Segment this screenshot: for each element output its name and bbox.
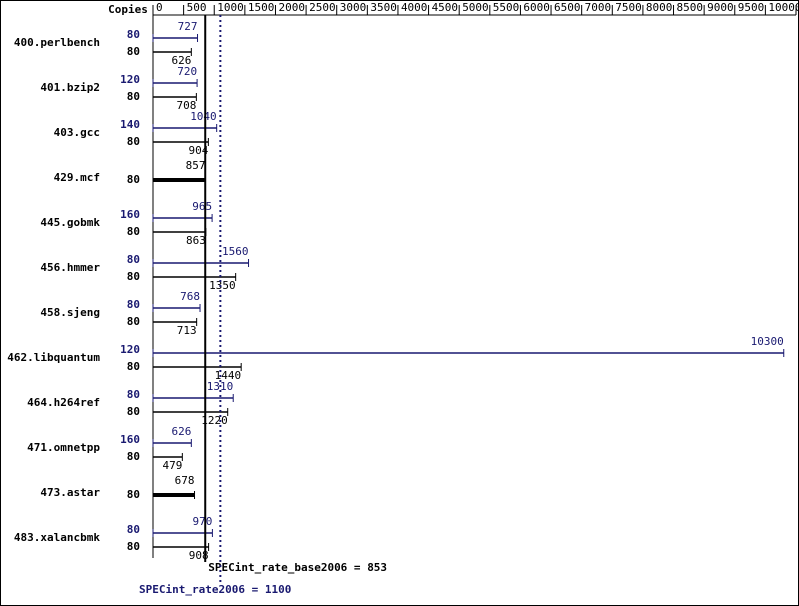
x-tick-label: 500 [187, 1, 207, 14]
benchmark-name: 456.hmmer [40, 261, 100, 274]
x-tick-label: 6000 [523, 1, 550, 14]
summary-label: SPECint_rate_base2006 = 853 [208, 561, 387, 574]
x-tick-label: 10000 [768, 1, 799, 14]
x-tick-label: 2000 [278, 1, 305, 14]
copies-label: 80 [127, 253, 140, 266]
copies-label: 120 [120, 343, 140, 356]
value-label: 720 [177, 65, 197, 78]
value-label: 768 [180, 290, 200, 303]
value-label: 479 [162, 459, 182, 472]
x-tick-label: 4000 [401, 1, 428, 14]
value-label: 1040 [190, 110, 217, 123]
copies-label: 80 [127, 360, 140, 373]
summary-name: SPECint_rate_base2006 = [208, 561, 361, 574]
value-label: 857 [186, 159, 206, 172]
value-label: 970 [193, 515, 213, 528]
x-tick-label: 8000 [646, 1, 673, 14]
x-tick-label: 6500 [554, 1, 581, 14]
copies-label: 80 [127, 488, 140, 501]
copies-label: 80 [127, 450, 140, 463]
value-label: 1560 [222, 245, 249, 258]
x-tick-label: 1500 [248, 1, 275, 14]
summary-value: 1100 [265, 583, 292, 596]
benchmark-name: 400.perlbench [14, 36, 100, 49]
x-tick-label: 3500 [370, 1, 397, 14]
x-tick-label: 9500 [738, 1, 765, 14]
copies-label: 140 [120, 118, 140, 131]
x-tick-label: 7000 [585, 1, 612, 14]
copies-label: 80 [127, 270, 140, 283]
x-tick-label: 2500 [309, 1, 336, 14]
copies-label: 80 [127, 523, 140, 536]
benchmark-name: 483.xalancbmk [14, 531, 100, 544]
benchmark-name: 458.sjeng [40, 306, 100, 319]
benchmark-name: 401.bzip2 [40, 81, 100, 94]
benchmark-name: 464.h264ref [27, 396, 100, 409]
copies-label: 80 [127, 45, 140, 58]
value-label: 1220 [201, 414, 228, 427]
summary-name: SPECint_rate2006 = [139, 583, 259, 596]
value-label: 626 [171, 54, 191, 67]
benchmark-name: 462.libquantum [7, 351, 100, 364]
copies-header: Copies [108, 3, 148, 16]
value-label: 727 [178, 20, 198, 33]
value-label: 965 [192, 200, 212, 213]
value-label: 626 [171, 425, 191, 438]
value-label: 908 [189, 549, 209, 562]
benchmark-name: 473.astar [40, 486, 100, 499]
copies-label: 80 [127, 405, 140, 418]
value-label: 10300 [751, 335, 784, 348]
copies-label: 80 [127, 298, 140, 311]
copies-label: 80 [127, 28, 140, 41]
value-label: 678 [175, 474, 195, 487]
value-label: 1440 [215, 369, 242, 382]
benchmark-name: 429.mcf [54, 171, 100, 184]
value-label: 1350 [209, 279, 236, 292]
copies-label: 80 [127, 135, 140, 148]
copies-label: 80 [127, 388, 140, 401]
benchmark-name: 445.gobmk [40, 216, 100, 229]
copies-label: 160 [120, 433, 140, 446]
summary-value: 853 [367, 561, 387, 574]
x-tick-label: 9000 [707, 1, 734, 14]
x-tick-label: 7500 [615, 1, 642, 14]
x-tick-label: 4500 [432, 1, 459, 14]
x-tick-label: 0 [156, 1, 163, 14]
x-tick-label: 5500 [493, 1, 520, 14]
value-label: 904 [188, 144, 208, 157]
value-label: 863 [186, 234, 206, 247]
value-label: 708 [176, 99, 196, 112]
x-tick-label: 5000 [462, 1, 489, 14]
copies-label: 80 [127, 173, 140, 186]
x-tick-label: 8500 [677, 1, 704, 14]
copies-label: 120 [120, 73, 140, 86]
copies-label: 80 [127, 540, 140, 553]
copies-label: 80 [127, 90, 140, 103]
x-tick-label: 3000 [340, 1, 367, 14]
copies-label: 80 [127, 225, 140, 238]
benchmark-name: 471.omnetpp [27, 441, 100, 454]
x-tick-label: 1000 [217, 1, 244, 14]
value-label: 713 [177, 324, 197, 337]
copies-label: 80 [127, 315, 140, 328]
benchmark-name: 403.gcc [54, 126, 100, 139]
copies-label: 160 [120, 208, 140, 221]
summary-label: SPECint_rate2006 = 1100 [139, 583, 291, 596]
